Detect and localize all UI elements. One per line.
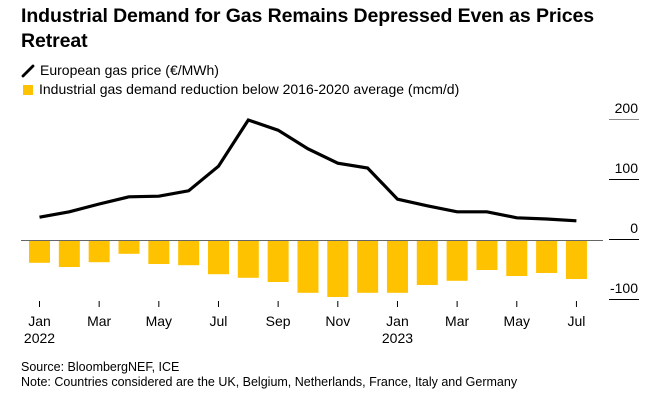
bar bbox=[446, 240, 468, 281]
footer: Source: BloombergNEF, ICE Note: Countrie… bbox=[21, 360, 517, 390]
bar bbox=[207, 240, 229, 275]
y-tick-label: 100 bbox=[615, 160, 639, 176]
x-tick-label: Jan bbox=[28, 313, 51, 329]
line-series-group bbox=[39, 118, 577, 223]
bar bbox=[565, 240, 587, 279]
legend-item-demand-reduction: Industrial gas demand reduction below 20… bbox=[21, 80, 459, 99]
bar bbox=[386, 240, 408, 293]
bar bbox=[267, 240, 289, 282]
legend: European gas price (€/MWh) Industrial ga… bbox=[21, 61, 459, 99]
x-tick-label: Nov bbox=[325, 313, 350, 329]
bar bbox=[327, 240, 349, 297]
source-note: Source: BloombergNEF, ICE bbox=[21, 360, 180, 374]
y-tick-label: -100 bbox=[610, 280, 638, 296]
square-icon bbox=[23, 84, 33, 95]
bar bbox=[148, 240, 170, 264]
x-tick-label: May bbox=[504, 313, 530, 329]
legend-label-gas-price: European gas price (€/MWh) bbox=[40, 62, 219, 78]
bar bbox=[476, 240, 498, 270]
bar bbox=[536, 240, 558, 273]
line-icon bbox=[21, 64, 35, 77]
x-tick-label: Jul bbox=[210, 313, 228, 329]
bar-series bbox=[29, 240, 587, 297]
x-tick-label: Jan bbox=[386, 313, 409, 329]
y-axis: 200 100 0 -100 bbox=[609, 100, 639, 300]
countries-note: Note: Countries considered are the UK, B… bbox=[21, 375, 518, 389]
x-tick-label: Mar bbox=[87, 313, 111, 329]
bar bbox=[357, 240, 379, 293]
x-tick-label: May bbox=[146, 313, 172, 329]
bar bbox=[416, 240, 438, 285]
y-tick-label: 0 bbox=[630, 220, 638, 236]
legend-label-demand-reduction: Industrial gas demand reduction below 20… bbox=[39, 81, 460, 97]
bar bbox=[58, 240, 80, 267]
y-tick-label: 200 bbox=[615, 100, 639, 116]
x-tick-label: Mar bbox=[445, 313, 469, 329]
x-year-label: 2023 bbox=[382, 330, 413, 346]
bar bbox=[237, 240, 259, 278]
legend-item-gas-price: European gas price (€/MWh) bbox=[21, 61, 459, 80]
bar bbox=[506, 240, 528, 276]
x-tick-label: Sep bbox=[266, 313, 291, 329]
x-tick-label: Jul bbox=[567, 313, 585, 329]
bar bbox=[118, 240, 140, 254]
bar bbox=[297, 240, 319, 293]
bar bbox=[88, 240, 110, 263]
bar bbox=[178, 240, 200, 266]
gas-price-line bbox=[39, 118, 577, 223]
chart-title: Industrial Demand for Gas Remains Depres… bbox=[21, 5, 594, 52]
x-year-label: 2022 bbox=[24, 330, 55, 346]
bar bbox=[29, 240, 50, 263]
